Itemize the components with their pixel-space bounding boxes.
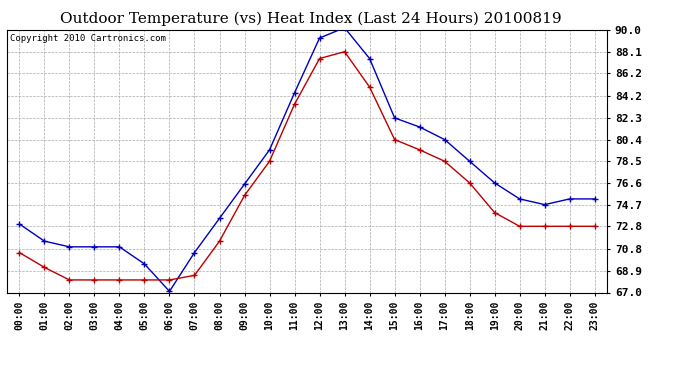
Text: Outdoor Temperature (vs) Heat Index (Last 24 Hours) 20100819: Outdoor Temperature (vs) Heat Index (Las… <box>60 11 561 26</box>
Text: Copyright 2010 Cartronics.com: Copyright 2010 Cartronics.com <box>10 34 166 43</box>
